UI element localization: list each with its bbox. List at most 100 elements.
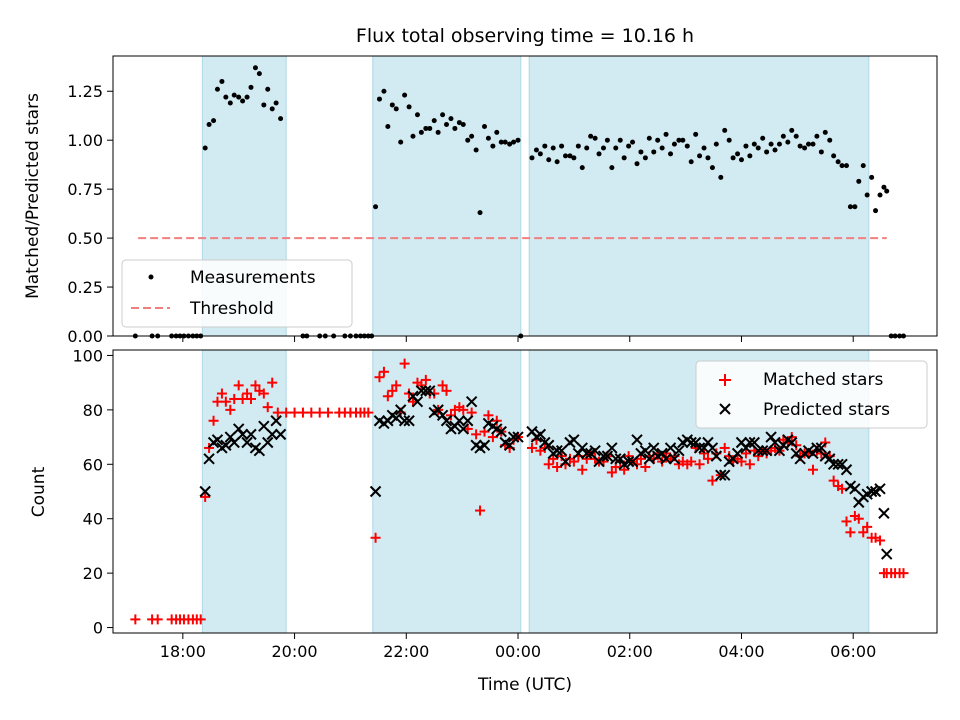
predicted-star-point [832,458,844,470]
measurement-point [776,141,782,147]
matched-star-point [702,453,713,464]
predicted-star-point [815,442,828,454]
measurement-point [261,102,267,108]
measurement-point [626,143,632,149]
shaded-interval-2 [372,349,522,634]
matched-star-point [267,377,278,388]
predicted-star-point [731,447,744,460]
chart-title: Flux total observing time = 10.16 h [356,25,694,47]
matched-star-point [875,535,886,546]
predicted-star-point [769,436,781,449]
predicted-star-point [507,431,520,443]
measurement-point [381,88,387,94]
measurement-point [802,145,808,151]
matched-star-point [382,391,393,402]
measurement-point [546,157,552,163]
measurement-point [206,122,212,128]
y-tick-label: 0.00 [67,327,103,346]
measurement-point [726,137,732,143]
measurement-point [533,147,539,153]
measurement-point [440,112,446,118]
predicted-star-point [668,453,681,465]
measurement-point [469,133,475,139]
measurement-point [764,149,770,155]
bottom-y-axis-label: Count [29,466,49,517]
predicted-star-point [390,412,402,424]
measurement-point [676,137,682,143]
predicted-star-point [693,442,706,454]
measurement-point [418,129,424,135]
matched-star-point [707,475,718,486]
matched-star-point [314,407,325,418]
matched-star-point [437,380,448,391]
x-tick-label: 22:00 [383,642,429,661]
matched-star-point [374,372,385,383]
measurement-point [588,133,594,139]
predicted-star-point [534,428,547,441]
measurement-point [735,151,741,157]
measurement-point [747,153,753,159]
matched-star-point [441,385,452,396]
predicted-star-point [606,442,618,454]
measurement-point [202,145,208,151]
predicted-star-point [274,428,287,441]
measurement-point [563,153,569,159]
predicted-star-point [220,439,232,451]
measurement-point [567,153,573,159]
matched-star-point [289,407,300,418]
measurement-point [856,178,862,184]
matched-star-point [272,407,283,418]
matched-star-point [220,396,231,407]
matched-star-point [399,358,410,369]
matched-star-point [225,404,236,415]
measurement-point [609,165,615,171]
measurement-point [843,163,849,169]
predicted-star-point [394,404,407,416]
x-tick-label: 06:00 [830,642,876,661]
y-tick-label: 80 [83,401,103,420]
predicted-stars-series [199,385,893,560]
matched-star-point [853,513,864,524]
measurement-point [240,98,246,104]
matched-star-point [807,464,818,475]
measurements-series [132,65,906,339]
matched-star-point [606,467,617,478]
predicted-star-point [478,439,491,451]
predicted-star-point [589,444,601,457]
measurement-point [604,137,610,143]
measurement-point [485,135,491,141]
legend-measurements-marker [148,274,154,280]
matched-star-point [458,404,469,415]
measurement-point [621,155,627,161]
matched-star-point [237,393,248,404]
measurement-point [693,131,699,137]
measurement-point [789,127,795,133]
matched-star-point [297,407,308,418]
x-axis-label: Time (UTC) [477,675,572,695]
predicted-star-point [581,447,593,460]
measurement-point [655,137,661,143]
measurement-point [236,94,242,100]
y-tick-label: 1.25 [67,82,103,101]
matched-star-point [208,415,219,426]
measurement-point [473,147,479,153]
measurement-point [529,155,535,161]
measurement-point [663,131,669,137]
measurement-point [490,143,496,149]
predicted-star-point [756,444,769,457]
measurement-point [373,204,379,210]
measurement-point [839,163,845,169]
measurement-point [814,133,820,139]
predicted-star-point [411,395,424,408]
measurement-point [511,139,517,145]
x-tick-label: 00:00 [495,642,541,661]
y-tick-label: 0.50 [67,229,103,248]
matched-star-point [744,459,755,470]
y-tick-label: 40 [83,510,103,529]
measurement-point [613,145,619,151]
predicted-star-point [559,455,572,468]
y-tick-label: 20 [83,564,103,583]
predicted-star-point [698,442,710,454]
matched-star-point [483,410,494,421]
